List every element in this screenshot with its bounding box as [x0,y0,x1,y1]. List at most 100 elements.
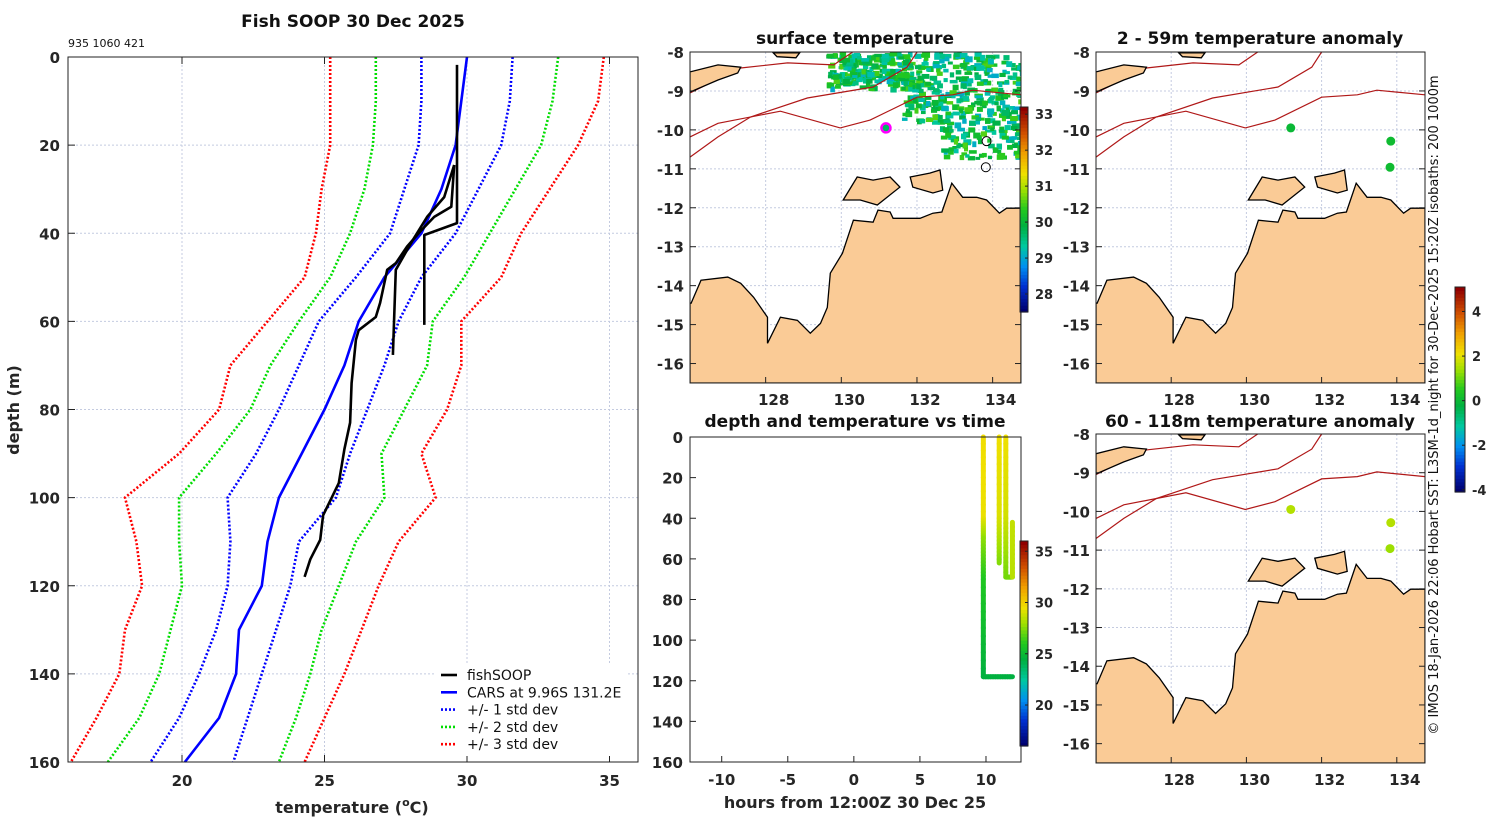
sst-pixel [975,117,981,122]
sst-pixel [984,91,991,96]
lat-tick-label: -10 [657,122,684,140]
sst-pixel [866,78,873,84]
lat-tick-label: -14 [1063,278,1090,296]
sst-pixel [976,65,985,71]
sst-pixel [967,87,976,92]
anomaly-colorbar-swatch [1455,324,1465,329]
sst-pixel [962,118,967,124]
sst-pixel [960,52,968,58]
sst-pixel [985,54,994,59]
sst-pixel [1009,76,1017,80]
anomaly-marker [1286,123,1296,133]
isobath-line [1096,434,1323,539]
sst-pixel [1010,120,1017,124]
anomaly-colorbar-tick-label: 4 [1472,306,1481,321]
sst-pixel [946,101,954,105]
sst-pixel [986,67,993,73]
sst-pixel [998,129,1005,133]
anomaly-colorbar-swatch [1455,433,1465,438]
island [1313,550,1348,575]
sst-pixel [843,78,850,85]
sst-pixel [887,55,895,60]
lon-tick-label: 134 [1389,771,1420,789]
anomaly-colorbar-swatch [1455,293,1465,298]
sst-pixel [943,119,951,124]
sst-pixel [881,68,887,74]
sst-pixel [925,81,932,86]
y-tick-label: 80 [662,592,683,610]
sst-pixel [936,67,941,73]
sst-pixel [889,52,898,57]
sst-colorbar-swatch [1020,308,1028,313]
sst-pixel [846,59,854,65]
depth-time-colorbar-swatch [1020,619,1028,624]
anomaly-colorbar-swatch [1455,307,1465,312]
sst-colorbar-swatch [1020,151,1028,156]
sst-pixel [991,130,997,135]
sst-pixel [1007,112,1012,117]
x-tick-label: -5 [779,771,796,789]
sst-pixel [1016,76,1021,82]
legend-background [436,664,626,756]
sst-pixel [850,71,858,78]
sst-colorbar-swatch [1020,195,1028,200]
sst-colorbar-swatch [1020,161,1028,166]
sst-colorbar-swatch [1020,230,1028,235]
lat-tick-label: -12 [1063,581,1090,599]
sst-pixel [1016,86,1021,92]
anomaly-deep-map: 128 130 132 134 -8 -9 -10 -11 -12 -13 -14 -15 -16 [1063,426,1426,789]
depth-time-colorbar-swatch [1020,732,1028,737]
sst-colorbar-tick-label: 28 [1035,288,1053,303]
sst-pixel [936,53,945,59]
anomaly-colorbar-swatch [1455,297,1465,302]
sst-pixel [984,118,991,124]
sst-pixel [974,52,982,57]
sst-colorbar-swatch [1020,148,1028,153]
sst-pixel [1001,109,1010,116]
sst-pixel [890,68,897,74]
sst-pixel [960,133,967,140]
depth-time-colorbar-tick-label: 25 [1035,648,1053,663]
sst-colorbar-tick-label: 33 [1035,108,1053,123]
sst-colorbar-swatch [1020,175,1028,180]
anomaly-marker [1386,518,1396,528]
sst-pixel [1003,114,1011,119]
sst-colorbar-swatch [1020,288,1028,293]
xlabel-superscript: o [402,796,410,809]
sst-pixel [932,88,940,93]
sst-pixel [897,62,903,66]
sst-pixel [987,155,992,160]
anomaly-colorbar-swatch [1455,338,1465,343]
sst-pixel [968,150,977,154]
sst-pixel [872,70,880,77]
sst-pixel [897,72,905,78]
sst-pixel [956,92,965,96]
sst-pixel [954,122,962,129]
sst-pixel [948,135,956,140]
anomaly-colorbar-swatch [1455,328,1465,333]
lon-tick-label: 132 [1314,771,1345,789]
anomaly-colorbar-swatch [1455,375,1465,380]
sst-pixel [983,79,989,83]
sst-pixel [875,55,880,61]
sst-pixel [890,86,897,93]
sst-pixel [957,127,966,132]
sst-pixel [920,82,928,88]
sst-pixel [1016,114,1021,120]
isobath-line [690,52,918,158]
sst-colorbar-swatch [1020,257,1028,262]
sst-pixel [967,78,974,84]
sst-pixel [926,67,931,72]
sst-pixel [843,67,848,71]
profile-axes-frame [67,56,639,763]
anomaly-colorbar-swatch [1455,406,1465,411]
depth-time-colorbar-swatch [1020,605,1028,610]
sst-pixel [919,104,925,110]
sst-pixel [916,80,923,86]
std-band-lower-line [69,57,332,763]
vessel-position-marker [880,122,892,134]
island [1096,446,1148,475]
anomaly-marker [1385,544,1395,554]
sst-pixel [891,61,900,66]
sst-colorbar-swatch [1020,189,1028,194]
